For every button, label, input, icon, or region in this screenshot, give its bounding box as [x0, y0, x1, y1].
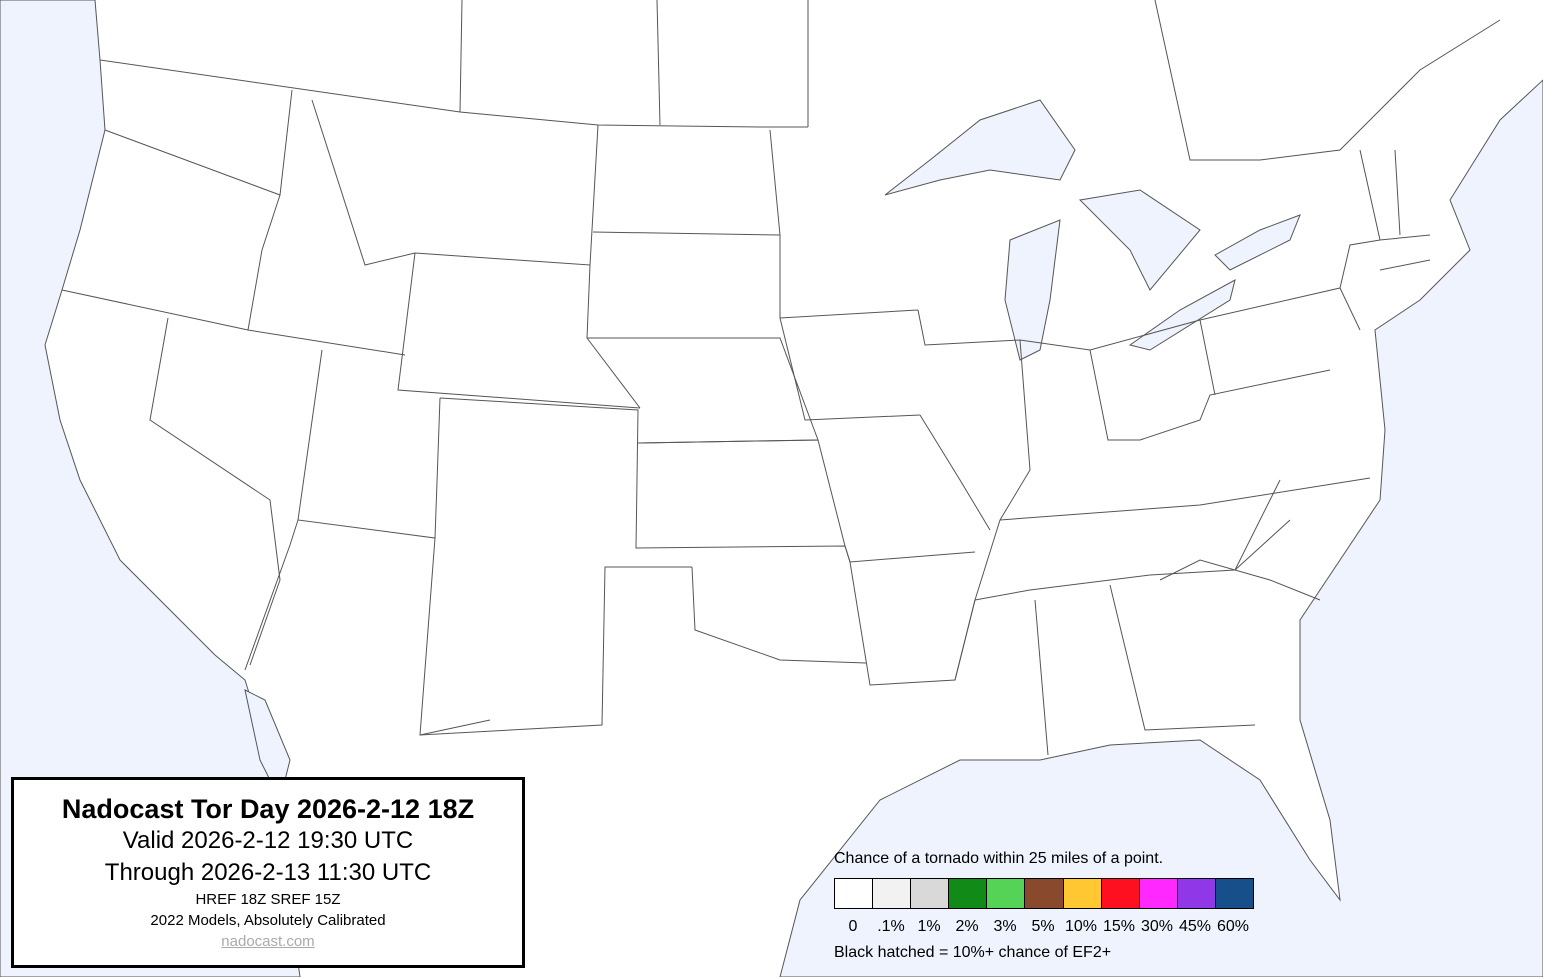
state-border	[439, 397, 976, 563]
state-border	[397, 252, 641, 409]
state-border	[1034, 599, 1049, 756]
state-border	[779, 235, 919, 319]
legend-swatch	[1025, 879, 1064, 908]
state-border	[459, 0, 463, 113]
state-border	[419, 719, 491, 736]
state-border	[587, 337, 819, 444]
state-border	[244, 519, 299, 671]
state-border	[104, 89, 293, 196]
legend-label: 5%	[1031, 918, 1055, 935]
legend-label: 60%	[1216, 918, 1250, 935]
state-border	[1154, 0, 1501, 161]
state-border	[586, 264, 641, 409]
legend-swatch	[911, 879, 950, 908]
probability-legend: Chance of a tornado within 25 miles of a…	[834, 850, 1264, 962]
state-border	[247, 194, 281, 331]
state-border	[779, 317, 921, 421]
valid-time: Valid 2026-2-12 19:30 UTC	[122, 827, 414, 854]
state-border	[919, 414, 991, 531]
state-border	[297, 349, 441, 539]
state-border	[999, 477, 1371, 521]
legend-swatch	[873, 879, 912, 908]
lake-huron	[1078, 189, 1201, 291]
legend-swatch	[1101, 879, 1140, 908]
legend-label: .1%	[877, 918, 905, 935]
state-border	[61, 289, 406, 356]
state-border	[1089, 349, 1331, 441]
legend-swatch	[949, 879, 988, 908]
model-runs: HREF 18Z SREF 15Z	[195, 891, 341, 908]
legend-label: 15%	[1102, 918, 1136, 935]
state-border	[592, 129, 781, 236]
state-border	[1359, 149, 1381, 241]
through-time: Through 2026-2-13 11:30 UTC	[104, 859, 432, 886]
nadocast-link[interactable]: nadocast.com	[221, 933, 315, 950]
forecast-title: Nadocast Tor Day 2026-2-12 18Z	[61, 794, 475, 824]
title-box: Nadocast Tor Day 2026-2-12 18Z Valid 202…	[11, 777, 525, 968]
legend-swatch	[1139, 879, 1178, 908]
state-border	[637, 439, 846, 547]
legend-title: Chance of a tornado within 25 miles of a…	[834, 850, 1164, 867]
legend-label: 1%	[917, 918, 941, 935]
state-border	[149, 317, 281, 666]
legend-label: 30%	[1140, 918, 1174, 935]
legend-swatches	[834, 878, 1254, 909]
legend-swatch	[1063, 879, 1102, 908]
lake-superior	[884, 99, 1076, 196]
lake-erie	[1128, 279, 1236, 351]
state-border	[1199, 319, 1216, 396]
lake-ontario	[1214, 214, 1301, 271]
state-border	[844, 545, 976, 686]
state-border	[1234, 479, 1281, 571]
lake-michigan	[1004, 219, 1061, 361]
state-border	[954, 519, 1001, 681]
legend-note: Black hatched = 10%+ chance of EF2+	[834, 944, 1112, 961]
legend-label: 45%	[1178, 918, 1212, 935]
legend-swatch	[1177, 879, 1216, 908]
state-borders	[61, 0, 1501, 756]
calibration-note: 2022 Models, Absolutely Calibrated	[150, 912, 386, 929]
gulf-atlantic	[779, 79, 1543, 977]
legend-label: 2%	[955, 918, 979, 935]
state-border	[999, 339, 1031, 521]
state-border	[311, 99, 599, 266]
state-border	[419, 537, 692, 736]
state-border	[99, 59, 808, 128]
state-border	[691, 566, 867, 664]
state-border	[974, 519, 1291, 601]
legend-label: 3%	[993, 918, 1017, 935]
state-border	[656, 0, 661, 126]
state-border	[1394, 149, 1401, 236]
state-border	[1109, 584, 1256, 731]
legend-label: 0	[848, 918, 858, 935]
legend-swatch	[1215, 879, 1254, 908]
legend-labels: 0 .1% 1% 2% 3% 5% 10% 15% 30% 45% 60%	[834, 918, 1254, 936]
legend-label: 10%	[1064, 918, 1098, 935]
legend-swatch	[987, 879, 1026, 908]
legend-swatch	[835, 879, 874, 908]
state-border	[1379, 259, 1431, 271]
state-border	[1339, 234, 1431, 289]
